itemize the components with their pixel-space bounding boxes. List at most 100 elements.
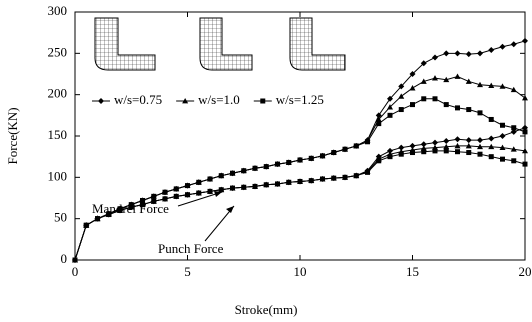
- legend-label: w/s=1.0: [198, 92, 240, 107]
- marker: [466, 150, 471, 155]
- marker: [455, 105, 460, 110]
- legend-marker: [98, 98, 104, 104]
- marker: [477, 50, 483, 56]
- marker: [95, 216, 100, 221]
- marker: [523, 162, 528, 167]
- marker: [478, 152, 483, 157]
- marker: [410, 102, 415, 107]
- y-tick-label: 250: [48, 44, 68, 59]
- marker: [433, 96, 438, 101]
- marker: [488, 47, 494, 53]
- marker: [264, 164, 269, 169]
- marker: [185, 183, 190, 188]
- marker: [523, 129, 528, 134]
- marker: [264, 182, 269, 187]
- marker: [151, 194, 156, 199]
- annotation-arrowhead: [226, 206, 234, 213]
- marker: [343, 147, 348, 152]
- marker: [230, 171, 235, 176]
- marker: [455, 149, 460, 154]
- marker: [208, 176, 213, 181]
- marker: [522, 95, 528, 100]
- marker: [365, 170, 370, 175]
- marker: [230, 186, 235, 191]
- marker: [331, 176, 336, 181]
- marker: [455, 50, 461, 56]
- marker: [466, 137, 472, 143]
- marker: [399, 107, 404, 112]
- marker: [466, 107, 471, 112]
- marker: [522, 38, 528, 44]
- marker: [151, 199, 156, 204]
- marker: [343, 175, 348, 180]
- marker: [298, 157, 303, 162]
- marker: [73, 258, 78, 263]
- marker: [354, 173, 359, 178]
- marker: [331, 150, 336, 155]
- legend-marker: [260, 99, 265, 104]
- marker: [455, 73, 461, 78]
- marker: [466, 51, 472, 57]
- marker: [106, 212, 111, 217]
- chart: Stroke(mm) Force(KN) Mandrel Force Punch…: [0, 0, 532, 322]
- marker: [140, 202, 145, 207]
- marker: [477, 137, 483, 143]
- marker: [421, 96, 426, 101]
- marker: [466, 78, 472, 83]
- x-tick-label: 0: [72, 264, 79, 279]
- marker: [84, 223, 89, 228]
- marker: [433, 148, 438, 153]
- x-tick-label: 10: [294, 264, 307, 279]
- marker: [286, 180, 291, 185]
- marker: [410, 150, 415, 155]
- marker: [118, 208, 123, 213]
- marker: [241, 185, 246, 190]
- marker: [196, 191, 201, 196]
- marker: [488, 135, 494, 141]
- marker: [354, 143, 359, 148]
- marker: [275, 181, 280, 186]
- y-tick-label: 300: [48, 3, 68, 18]
- marker: [478, 110, 483, 115]
- marker: [320, 176, 325, 181]
- y-tick-label: 50: [54, 210, 67, 225]
- x-tick-label: 5: [184, 264, 191, 279]
- legend-label: w/s=1.25: [276, 92, 324, 107]
- marker: [174, 194, 179, 199]
- marker: [500, 44, 506, 50]
- marker: [432, 54, 438, 60]
- marker: [365, 139, 370, 144]
- marker: [309, 178, 314, 183]
- y-tick-label: 150: [48, 127, 68, 142]
- marker: [511, 41, 517, 47]
- y-axis-label: Force(KN): [5, 107, 20, 164]
- marker: [185, 192, 190, 197]
- marker: [500, 157, 505, 162]
- legend-label: w/s=0.75: [114, 92, 162, 107]
- marker: [376, 121, 381, 126]
- marker: [286, 160, 291, 165]
- marker: [388, 113, 393, 118]
- marker: [275, 162, 280, 167]
- marker: [444, 102, 449, 107]
- marker: [489, 117, 494, 122]
- marker: [388, 154, 393, 159]
- marker: [432, 75, 438, 80]
- marker: [444, 148, 449, 153]
- marker: [219, 173, 224, 178]
- x-tick-label: 20: [519, 264, 532, 279]
- marker: [443, 50, 449, 56]
- marker: [320, 153, 325, 158]
- marker: [421, 149, 426, 154]
- marker: [174, 186, 179, 191]
- marker: [410, 85, 416, 90]
- y-tick-label: 0: [61, 251, 68, 266]
- x-axis-label: Stroke(mm): [235, 302, 298, 317]
- marker: [241, 168, 246, 173]
- y-tick-label: 200: [48, 86, 68, 101]
- marker: [398, 93, 404, 98]
- marker: [399, 152, 404, 157]
- marker: [500, 133, 506, 139]
- y-tick-label: 100: [48, 168, 68, 183]
- marker: [163, 196, 168, 201]
